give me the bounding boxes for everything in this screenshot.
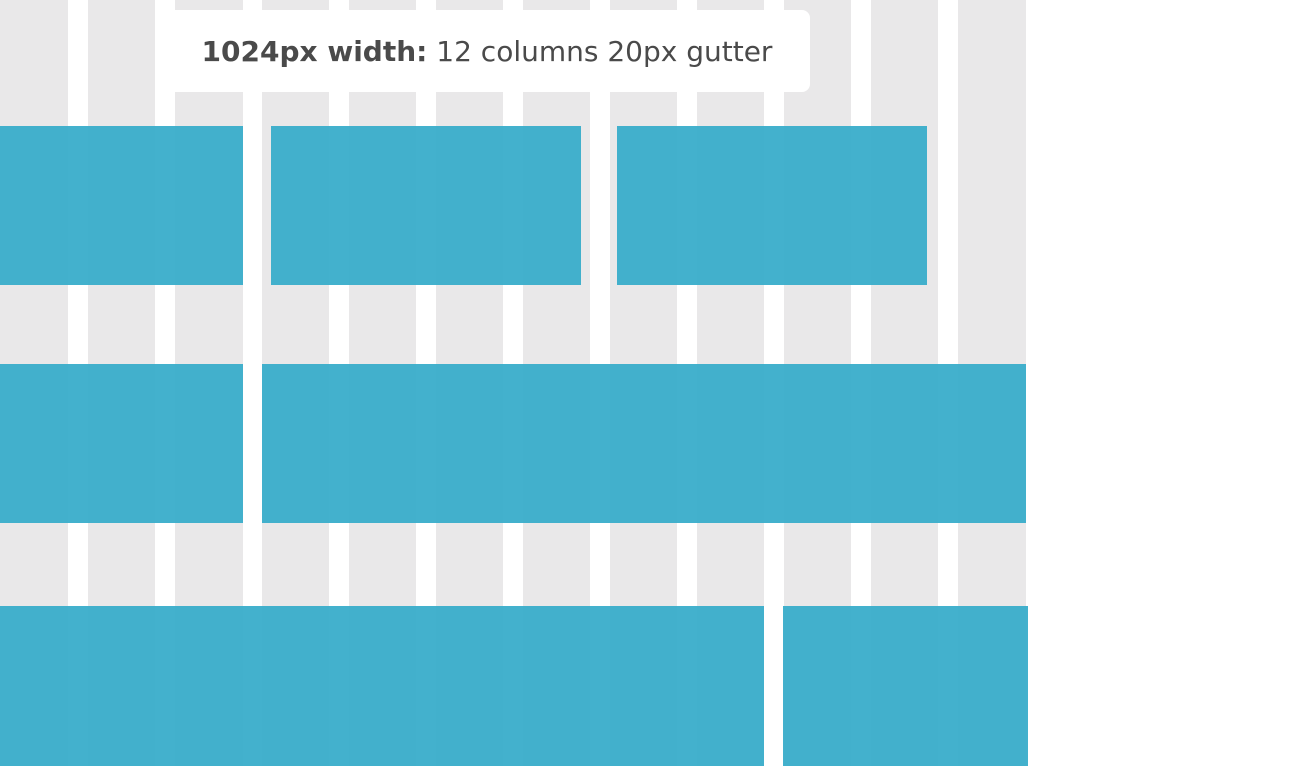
block: [271, 126, 581, 285]
block: [0, 364, 243, 523]
label-box: [157, 10, 810, 92]
block: [0, 126, 243, 285]
block: [262, 364, 1026, 523]
label-text: 12 columns 20px gutter: [436, 35, 773, 68]
block: [0, 606, 764, 766]
block: [617, 126, 927, 285]
label-bold: 1024px width:: [202, 35, 428, 68]
blocks: [0, 126, 1028, 766]
block: [783, 606, 1028, 766]
label: 1024px width: 12 columns 20px gutter: [202, 35, 773, 68]
